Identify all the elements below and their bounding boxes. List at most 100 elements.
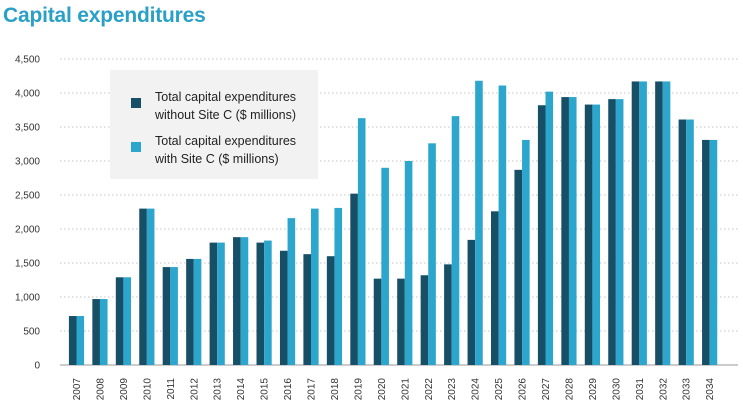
bar-with-site-c-2028 (568, 97, 577, 365)
bar-with-site-c-2027 (545, 91, 554, 365)
bar-without-site-c-2027 (537, 105, 546, 366)
x-tick-label: 2028 (564, 378, 575, 401)
x-tick-label: 2021 (400, 378, 411, 401)
bar-without-site-c-2013 (209, 242, 218, 365)
y-tick-label: 0 (34, 361, 40, 372)
bar-with-site-c-2016 (287, 218, 296, 365)
bar-with-site-c-2012 (193, 258, 202, 365)
x-tick-label: 2014 (236, 378, 247, 401)
bar-with-site-c-2018 (334, 207, 343, 365)
x-tick-label: 2030 (611, 378, 622, 401)
x-tick-label: 2031 (635, 378, 646, 401)
bar-with-site-c-2026 (522, 139, 530, 365)
bar-with-site-c-2010 (146, 208, 155, 365)
x-axis-ticks: 2007 2008 2009 2010 2011 2012 2013 2014 2015 2016… (72, 378, 716, 401)
bar-with-site-c-2013 (217, 242, 225, 365)
bar-with-site-c-2023 (451, 116, 460, 366)
legend-label-without-site-c-line1: Total capital expenditures (155, 90, 296, 104)
bar-with-site-c-2017 (311, 208, 319, 365)
x-tick-label: 2022 (424, 378, 435, 401)
bar-with-site-c-2020 (381, 167, 389, 365)
bar-with-site-c-2015 (264, 240, 272, 365)
bar-without-site-c-2025 (491, 211, 499, 365)
y-tick-label: 2,000 (15, 225, 40, 236)
x-tick-label: 2008 (95, 378, 106, 401)
bar-with-site-c-2011 (170, 267, 178, 365)
bar-with-site-c-2031 (639, 81, 647, 365)
legend-label-with-site-c-line2: with Site C ($ millions) (154, 152, 279, 166)
x-tick-label: 2032 (658, 378, 669, 401)
y-tick-label: 1,000 (15, 293, 40, 304)
bar-with-site-c-2019 (357, 118, 366, 365)
bar-without-site-c-2008 (92, 299, 100, 365)
bar-without-site-c-2022 (420, 275, 429, 365)
bars (68, 80, 718, 366)
x-tick-label: 2025 (494, 378, 505, 401)
x-tick-label: 2033 (682, 378, 693, 401)
legend-swatch-without-site-c (131, 98, 141, 108)
bar-without-site-c-2031 (631, 81, 640, 365)
x-tick-label: 2010 (142, 378, 153, 401)
bar-without-site-c-2011 (162, 267, 171, 365)
x-tick-label: 2016 (283, 378, 294, 401)
bar-without-site-c-2015 (256, 242, 265, 365)
y-tick-label: 4,000 (15, 89, 40, 100)
x-tick-label: 2013 (213, 378, 224, 401)
bar-without-site-c-2019 (350, 193, 358, 365)
bar-without-site-c-2030 (608, 99, 616, 366)
x-tick-label: 2029 (588, 378, 599, 401)
bar-without-site-c-2017 (303, 254, 311, 365)
bar-with-site-c-2007 (76, 316, 85, 365)
x-tick-label: 2034 (705, 378, 716, 401)
bar-with-site-c-2025 (498, 85, 507, 366)
bar-with-site-c-2029 (592, 104, 600, 365)
x-tick-label: 2012 (189, 378, 200, 401)
x-tick-label: 2027 (541, 378, 552, 401)
bar-with-site-c-2022 (428, 143, 436, 365)
x-tick-label: 2026 (518, 378, 529, 401)
bar-without-site-c-2034 (702, 139, 710, 365)
bar-with-site-c-2008 (99, 299, 108, 365)
bar-without-site-c-2007 (68, 316, 77, 365)
bar-without-site-c-2029 (584, 104, 593, 365)
bar-without-site-c-2009 (115, 277, 124, 365)
x-tick-label: 2007 (72, 378, 83, 401)
x-tick-label: 2018 (330, 378, 341, 401)
bar-without-site-c-2010 (139, 208, 147, 365)
bar-without-site-c-2024 (467, 239, 476, 365)
x-tick-label: 2024 (471, 378, 482, 401)
bar-with-site-c-2033 (686, 119, 694, 366)
bar-with-site-c-2009 (123, 277, 131, 365)
legend-label-without-site-c-line2: without Site C ($ millions) (154, 108, 296, 122)
bar-with-site-c-2014 (240, 237, 249, 365)
y-tick-label: 4,500 (15, 55, 40, 66)
y-axis-ticks: 0 500 1,000 1,500 2,000 2,500 3,000 3,500 4,000 4… (15, 55, 40, 372)
bar-with-site-c-2034 (709, 139, 718, 365)
y-tick-label: 3,000 (15, 157, 40, 168)
x-tick-label: 2009 (119, 378, 130, 401)
y-tick-label: 500 (23, 327, 40, 338)
bar-with-site-c-2021 (404, 161, 413, 365)
x-tick-label: 2017 (307, 378, 318, 401)
x-tick-label: 2011 (166, 378, 177, 400)
bar-with-site-c-2032 (662, 81, 671, 365)
legend-label-with-site-c-line1: Total capital expenditures (155, 134, 296, 148)
bar-without-site-c-2033 (678, 119, 687, 366)
bar-without-site-c-2012 (186, 258, 194, 365)
x-tick-label: 2020 (377, 378, 388, 401)
chart-title: Capital expenditures (3, 4, 206, 27)
x-tick-label: 2023 (447, 378, 458, 401)
bar-without-site-c-2023 (444, 264, 452, 365)
bar-without-site-c-2020 (373, 278, 382, 365)
legend-swatch-with-site-c (131, 142, 141, 152)
bar-without-site-c-2016 (279, 250, 288, 365)
legend-background (110, 70, 318, 179)
bar-without-site-c-2028 (561, 97, 569, 365)
legend: Total capital expenditures without Site … (110, 70, 318, 179)
bar-without-site-c-2026 (514, 169, 523, 365)
bar-without-site-c-2032 (655, 81, 663, 365)
bar-without-site-c-2018 (326, 256, 335, 365)
bar-without-site-c-2014 (233, 237, 241, 365)
y-tick-label: 1,500 (15, 259, 40, 270)
